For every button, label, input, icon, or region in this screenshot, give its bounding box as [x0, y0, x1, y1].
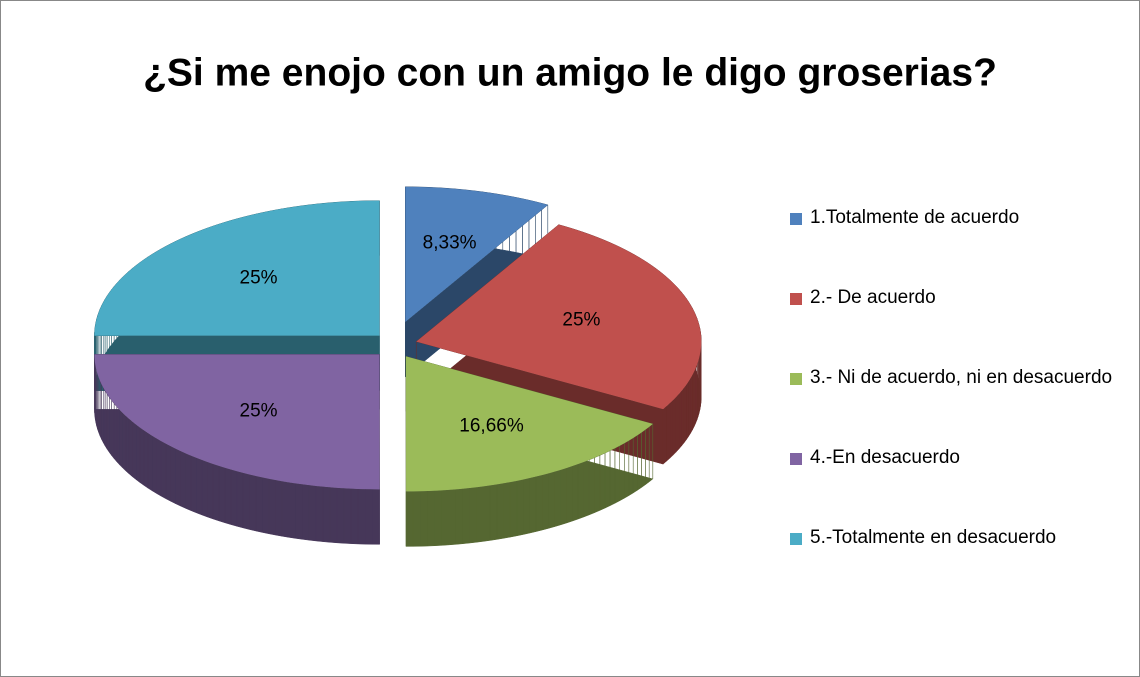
legend-swatch — [790, 293, 802, 305]
legend-swatch — [790, 373, 802, 385]
data-label: 16,66% — [459, 416, 524, 437]
legend-label: 3.- Ni de acuerdo, ni en desacuerdo — [810, 367, 1113, 388]
data-label: 25% — [240, 267, 278, 288]
legend-label: 4.-En desacuerdo — [810, 447, 960, 468]
legend-item: 5.-Totalmente en desacuerdo — [790, 523, 1135, 603]
chart-title: ¿Si me enojo con un amigo le digo groser… — [143, 51, 997, 94]
slice-top — [405, 186, 548, 322]
slice: 25% — [94, 354, 380, 545]
legend-item: 3.- Ni de acuerdo, ni en desacuerdo — [790, 363, 1135, 443]
legend-item: 1.Totalmente de acuerdo — [790, 203, 1135, 283]
legend-swatch — [790, 453, 802, 465]
legend-label: 1.Totalmente de acuerdo — [810, 207, 1020, 228]
legend-label: 5.-Totalmente en desacuerdo — [810, 527, 1057, 548]
slice-top — [94, 354, 380, 490]
data-label: 25% — [562, 310, 600, 331]
data-label: 25% — [240, 401, 278, 422]
legend: 1.Totalmente de acuerdo 2.- De acuerdo 3.-… — [790, 203, 1135, 603]
legend-item: 2.- De acuerdo — [790, 283, 1135, 363]
legend-swatch — [790, 533, 802, 545]
legend-label: 2.- De acuerdo — [810, 287, 936, 308]
slice-top — [406, 356, 653, 492]
slice-top — [94, 200, 380, 336]
legend-swatch — [790, 213, 802, 225]
data-label: 8,33% — [423, 233, 477, 254]
slice: 16,66% — [405, 356, 654, 547]
legend-item: 4.-En desacuerdo — [790, 443, 1135, 523]
slice-top — [416, 224, 702, 410]
slice: 25% — [94, 200, 380, 391]
